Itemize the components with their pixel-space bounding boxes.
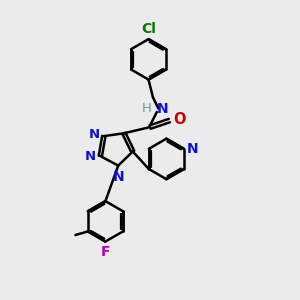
Text: N: N [85,150,96,163]
Text: H: H [142,102,152,115]
Text: O: O [173,112,185,127]
Text: N: N [187,142,198,156]
Text: Cl: Cl [141,22,156,36]
Text: N: N [112,170,124,184]
Text: N: N [88,128,100,141]
Text: N: N [157,102,169,116]
Text: F: F [101,245,110,260]
